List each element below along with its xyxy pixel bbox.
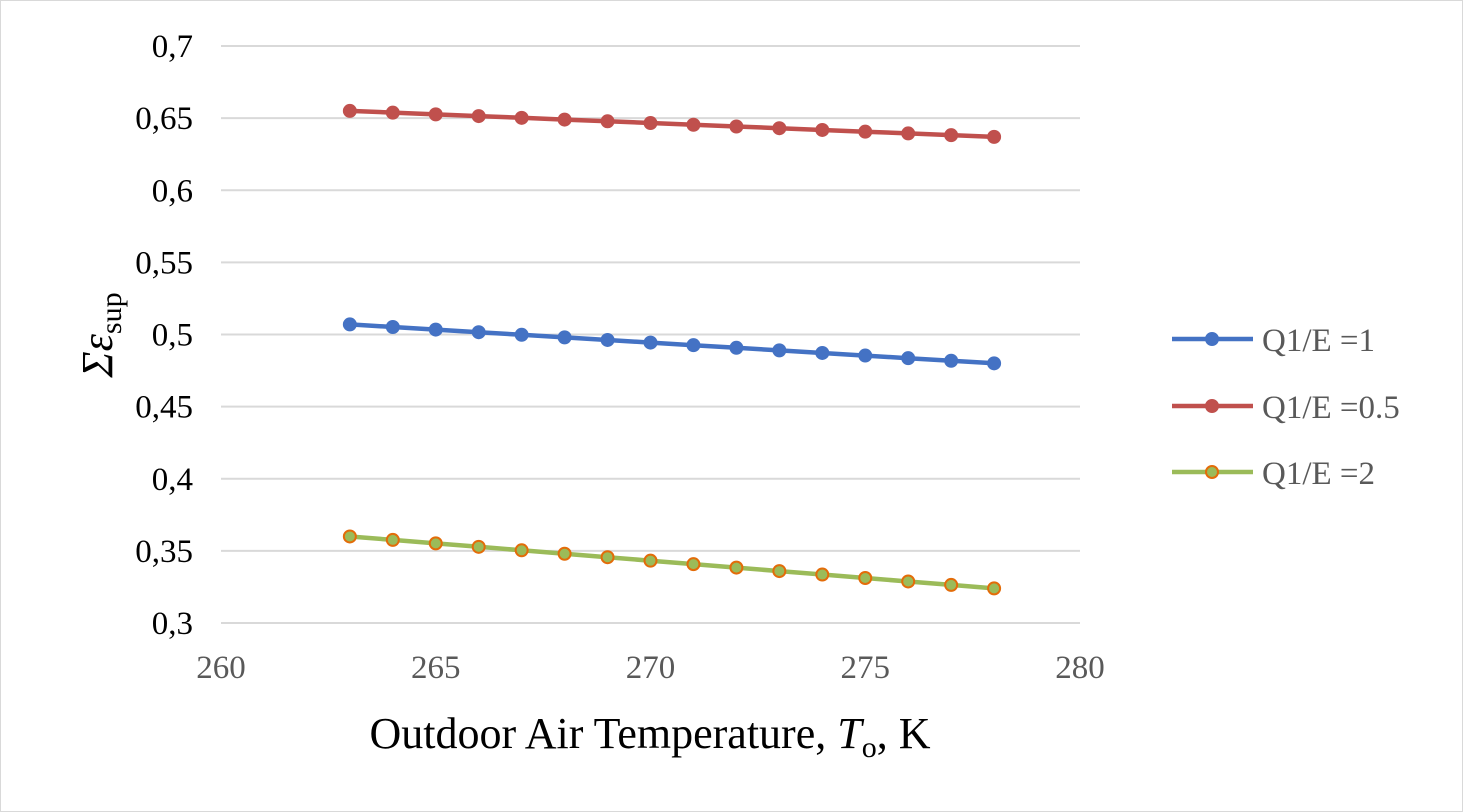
data-point bbox=[342, 529, 357, 544]
data-point bbox=[686, 117, 701, 132]
legend-marker bbox=[1205, 399, 1219, 413]
x-tick-label: 280 bbox=[1055, 650, 1105, 686]
y-tick-label: 0,65 bbox=[135, 101, 193, 137]
data-point bbox=[815, 122, 830, 137]
legend-label: Q1/E =2 bbox=[1262, 456, 1375, 492]
legend-marker bbox=[1205, 465, 1219, 479]
data-point bbox=[514, 327, 529, 342]
y-tick-label: 0,35 bbox=[135, 534, 193, 570]
data-point bbox=[428, 107, 443, 122]
x-tick-label: 265 bbox=[411, 650, 461, 686]
series-line bbox=[349, 108, 995, 140]
y-tick-labels: 0,3 0,35 0,4 0,45 0,5 0,55 0,6 0,65 0,7 bbox=[135, 29, 193, 642]
data-point bbox=[815, 567, 830, 582]
y-tick-label: 0,6 bbox=[152, 173, 193, 209]
x-tick-label: 275 bbox=[841, 650, 891, 686]
y-axis-title: Σεsup bbox=[73, 292, 128, 378]
data-point bbox=[471, 109, 486, 124]
data-point bbox=[428, 536, 443, 551]
data-point bbox=[643, 335, 658, 350]
data-point bbox=[686, 338, 701, 353]
y-tick-label: 0,45 bbox=[135, 390, 193, 426]
data-point bbox=[901, 574, 916, 589]
data-point bbox=[643, 116, 658, 131]
data-point bbox=[944, 577, 959, 592]
series-3 bbox=[342, 529, 1002, 596]
y-tick-label: 0,5 bbox=[152, 318, 193, 354]
data-point bbox=[858, 348, 873, 363]
data-point bbox=[901, 351, 916, 366]
data-point bbox=[600, 114, 615, 129]
data-point bbox=[471, 539, 486, 554]
y-tick-label: 0,7 bbox=[152, 29, 193, 65]
data-point bbox=[686, 557, 701, 572]
x-tick-labels: 260 265 270 275 280 bbox=[196, 650, 1105, 686]
data-point bbox=[944, 353, 959, 368]
x-axis-title: Outdoor Air Temperature, To, K bbox=[369, 709, 930, 764]
data-point bbox=[600, 550, 615, 565]
legend-label: Q1/E =1 bbox=[1262, 323, 1375, 359]
series-group bbox=[342, 103, 1002, 596]
legend-marker bbox=[1205, 332, 1219, 346]
data-point bbox=[729, 119, 744, 134]
data-point bbox=[428, 322, 443, 337]
data-point bbox=[385, 532, 400, 547]
data-point bbox=[385, 105, 400, 120]
data-point bbox=[643, 553, 658, 568]
y-tick-label: 0,3 bbox=[152, 606, 193, 642]
legend-label: Q1/E =0.5 bbox=[1262, 390, 1400, 426]
data-point bbox=[342, 317, 357, 332]
series-1 bbox=[342, 317, 1002, 371]
data-point bbox=[772, 564, 787, 579]
data-point bbox=[858, 124, 873, 139]
series-line bbox=[349, 322, 995, 366]
data-point bbox=[514, 110, 529, 125]
data-point bbox=[772, 343, 787, 358]
data-point bbox=[858, 570, 873, 585]
legend-entry: Q1/E =1 bbox=[1172, 323, 1375, 359]
legend-entry: Q1/E =0.5 bbox=[1172, 390, 1400, 426]
x-tick-label: 270 bbox=[626, 650, 676, 686]
data-point bbox=[342, 103, 357, 118]
data-point bbox=[772, 121, 787, 136]
data-point bbox=[471, 325, 486, 340]
gridlines bbox=[221, 45, 1080, 624]
data-point bbox=[901, 126, 916, 141]
data-point bbox=[514, 543, 529, 558]
y-tick-label: 0,4 bbox=[152, 462, 193, 498]
data-point bbox=[557, 330, 572, 345]
data-point bbox=[557, 112, 572, 127]
legend-entry: Q1/E =2 bbox=[1172, 456, 1375, 492]
series-line bbox=[349, 534, 995, 591]
x-tick-label: 260 bbox=[196, 650, 246, 686]
data-point bbox=[987, 356, 1002, 371]
data-point bbox=[987, 129, 1002, 144]
data-point bbox=[729, 340, 744, 355]
y-tick-label: 0,55 bbox=[135, 245, 193, 281]
data-point bbox=[987, 581, 1002, 596]
series-2 bbox=[342, 103, 1002, 144]
data-point bbox=[600, 332, 615, 347]
data-point bbox=[815, 345, 830, 360]
legend: Q1/E =1 Q1/E =0.5 Q1/E =2 bbox=[1172, 323, 1400, 492]
data-point bbox=[557, 546, 572, 561]
data-point bbox=[729, 560, 744, 575]
data-point bbox=[944, 128, 959, 143]
data-point bbox=[385, 319, 400, 334]
